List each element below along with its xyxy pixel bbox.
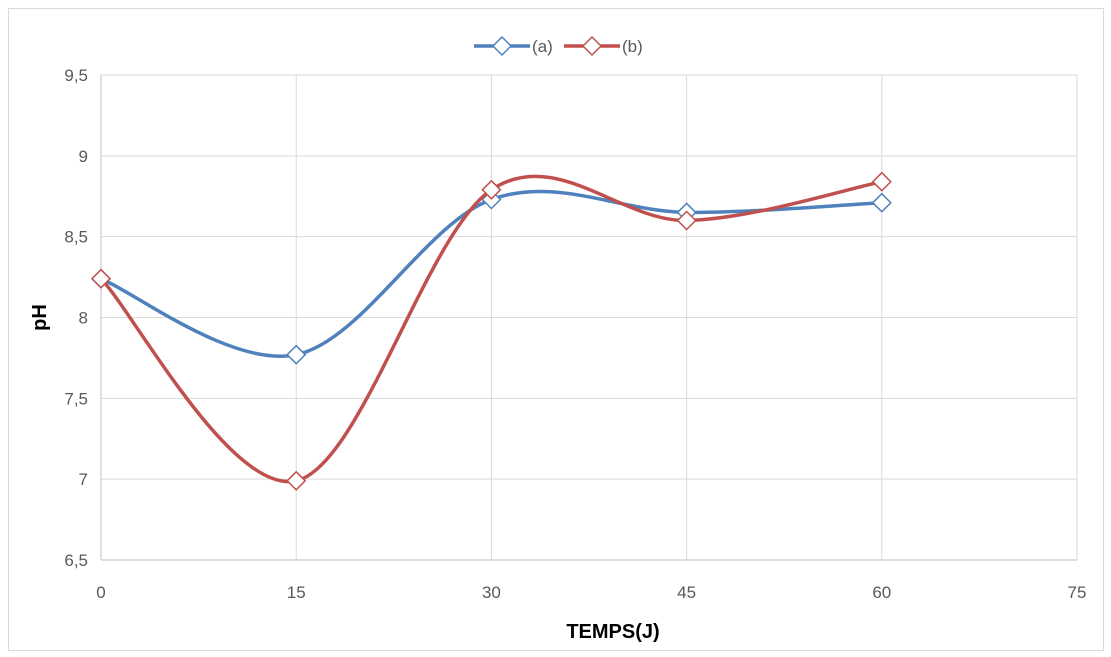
grid-lines bbox=[100, 74, 1078, 561]
legend-item: (a) bbox=[474, 35, 553, 57]
y-tick-label: 7 bbox=[79, 470, 88, 489]
data-point-marker bbox=[90, 268, 112, 289]
x-tick-label: 60 bbox=[872, 583, 891, 602]
legend-label: (b) bbox=[622, 37, 643, 56]
x-tick-label: 75 bbox=[1068, 583, 1087, 602]
x-axis-title: TEMPS(J) bbox=[566, 621, 659, 643]
x-tick-label: 30 bbox=[482, 583, 501, 602]
data-point-marker bbox=[871, 171, 892, 192]
series-line bbox=[99, 174, 884, 484]
data-point-marker bbox=[676, 210, 697, 231]
legend-marker bbox=[581, 35, 603, 57]
legend-marker bbox=[491, 35, 513, 57]
axes bbox=[100, 75, 1077, 561]
series bbox=[90, 171, 892, 491]
series-2 bbox=[90, 171, 892, 491]
legend: (a) (b) bbox=[474, 35, 643, 57]
y-tick-label: 8 bbox=[79, 309, 88, 328]
x-tick-label: 45 bbox=[677, 583, 696, 602]
y-tick-label: 8,5 bbox=[64, 228, 88, 247]
y-axis-title: pH bbox=[29, 304, 51, 331]
y-tick-label: 9,5 bbox=[64, 66, 88, 85]
y-tick-label: 6,5 bbox=[64, 551, 88, 570]
tick-labels: 6,5 7 7,5 8 8,5 9 9,5 0 15 30 45 60 75 bbox=[64, 66, 1086, 602]
data-point-marker bbox=[481, 179, 502, 200]
legend-label: (a) bbox=[532, 37, 553, 56]
y-tick-label: 7,5 bbox=[64, 389, 88, 408]
x-tick-label: 15 bbox=[287, 583, 306, 602]
data-point-marker bbox=[286, 470, 307, 491]
x-tick-label: 0 bbox=[96, 583, 105, 602]
legend-item: (b) bbox=[564, 35, 643, 57]
y-tick-label: 9 bbox=[79, 147, 88, 166]
data-point-marker bbox=[871, 192, 892, 213]
data-point-marker bbox=[286, 344, 307, 365]
series-line bbox=[99, 189, 884, 358]
